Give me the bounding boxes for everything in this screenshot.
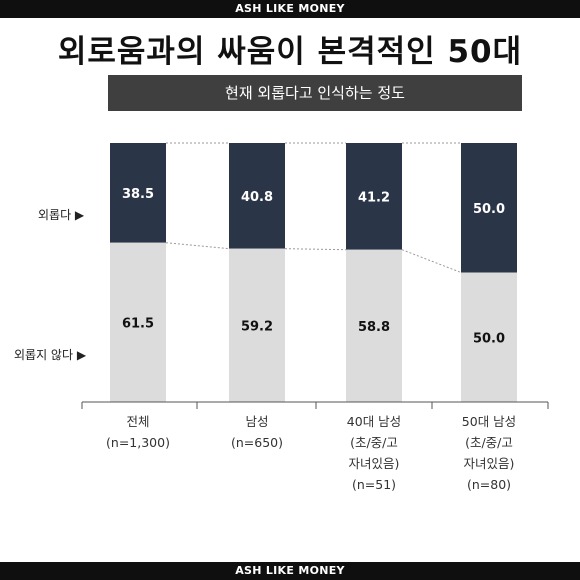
bar-not-lonely-2 [346, 249, 402, 402]
category-label-3: 50대 남성 (초/중/고 자녀있음) (n=80) [461, 414, 517, 492]
category-label-1: 남성 (n=650) [230, 414, 283, 450]
value-label-not-lonely-1: 59.2 [241, 319, 273, 334]
category-label-2: 40대 남성 (초/중/고 자녀있음) (n=51) [346, 414, 402, 492]
chart-title: 현재 외롭다고 인식하는 정도 [108, 75, 522, 111]
bar-lonely-0 [110, 143, 166, 243]
bar-not-lonely-1 [229, 248, 285, 402]
connector-boundary-0 [165, 242, 230, 250]
value-label-lonely-0: 38.5 [122, 187, 154, 202]
bar-lonely-1 [229, 143, 285, 249]
value-label-lonely-1: 40.8 [241, 190, 273, 205]
bar-not-lonely-0 [110, 242, 166, 402]
value-label-not-lonely-2: 58.8 [358, 320, 390, 335]
bar-not-lonely-3 [461, 272, 517, 402]
bar-lonely-2 [346, 143, 402, 250]
value-label-lonely-3: 50.0 [473, 202, 505, 217]
bar-lonely-3 [461, 143, 517, 273]
legend-lonely: 외롭다 ▶ [38, 208, 85, 222]
value-label-not-lonely-3: 50.0 [473, 331, 505, 346]
value-label-lonely-2: 41.2 [358, 190, 390, 205]
connector-boundary-1 [284, 248, 347, 251]
value-label-not-lonely-0: 61.5 [122, 316, 154, 331]
bottom-banner: ASH LIKE MONEY [0, 562, 580, 580]
category-label-0: 전체 (n=1,300) [106, 414, 170, 450]
headline: 외로움과의 싸움이 본격적인 50대 [57, 34, 523, 70]
legend-not-lonely: 외롭지 않다 ▶ [14, 348, 87, 362]
top-banner: ASH LIKE MONEY [0, 0, 580, 18]
connector-boundary-2 [401, 249, 462, 273]
